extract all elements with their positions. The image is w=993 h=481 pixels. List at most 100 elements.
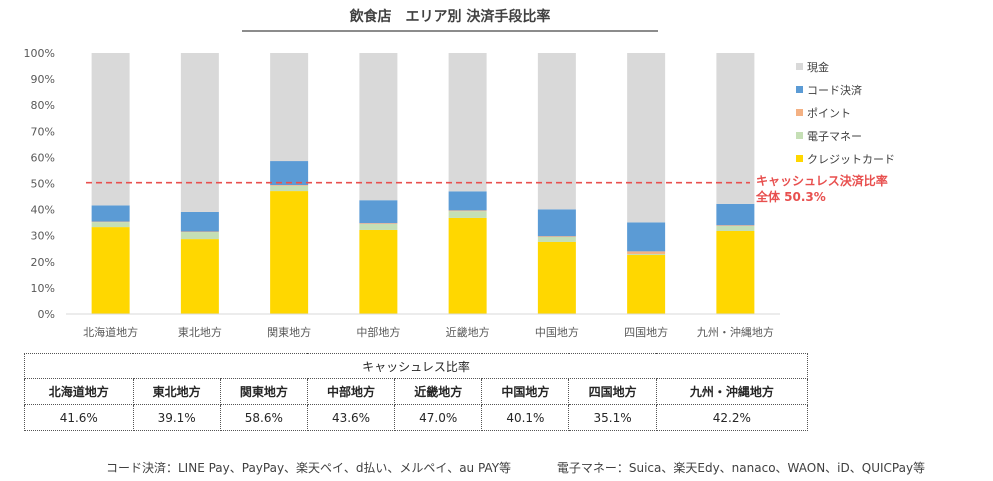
y-tick-label: 70% [31,125,55,138]
bar-segment [716,203,755,226]
bar-segment [180,232,219,240]
bar-segment [537,53,576,210]
table-header-cell: 四国地方 [568,378,657,405]
bar-segment [537,237,576,242]
table-header-cell: 九州・沖縄地方 [655,378,809,405]
bar-segment [91,227,130,314]
x-tick-label: 四国地方 [624,325,668,339]
y-tick-label: 0% [38,308,55,321]
bar-segment [716,226,755,232]
bar-segment [537,209,576,237]
x-tick-label: 近畿地方 [446,325,490,339]
bar-segment [270,191,309,314]
y-tick-label: 100% [24,47,55,60]
bar-segment [627,222,666,252]
x-tick-label: 中部地方 [356,325,400,339]
bar-segment [716,53,755,204]
bar-segment [359,223,398,230]
legend-label: コード決済 [807,83,862,97]
bar-segment [91,205,130,222]
title-underline [242,30,658,32]
bar-segment [537,236,576,238]
y-tick-label: 30% [31,230,55,243]
table-header-cell: 東北地方 [132,378,221,405]
table-cell: 35.1% [568,404,657,431]
annotation-line-1: キャッシュレス決済比率 [756,174,888,188]
legend-swatch [796,109,803,116]
bar-segment [627,255,666,314]
legend-label: 電子マネー [807,129,862,143]
y-tick-label: 60% [31,151,55,164]
table-header-cell: 中国地方 [481,378,570,405]
legend-item: クレジットカード [796,147,895,170]
y-tick-label: 20% [31,256,55,269]
bar-segment [270,185,309,186]
y-tick-label: 90% [31,73,55,86]
footnote-code-payment: コード決済：LINE Pay、PayPay、楽天ペイ、d払い、メルペイ、au P… [106,461,512,475]
bar-segment [180,239,219,314]
cashless-ratio-table: キャッシュレス比率 北海道地方 東北地方 関東地方 中部地方 近畿地方 中国地方 四国地方九… [24,353,809,431]
bar-segment [448,211,487,218]
bar-segment [180,53,219,212]
bar-segment [537,241,576,314]
bar-segment [448,217,487,314]
table-row: 41.6% 39.1% 58.6% 43.6% 47.0% 40.1% 35.1% 42.2% [24,404,809,431]
table-header-cell: 北海道地方 [24,378,134,405]
x-tick-label: 東北地方 [178,325,222,339]
legend-item: ポイント [796,101,895,124]
bar-segment [180,211,219,232]
cashless-annotation: キャッシュレス決済比率 全体 50.3% [756,173,888,205]
bar-segment [270,161,309,186]
legend-swatch [796,155,803,162]
stacked-bar-chart: 0% 10% 20% 30% 40% 50% 60% 70% 80% 90% 100% 北海道地方 東… [24,47,780,339]
bar-segment [91,53,130,206]
table-cell: 43.6% [306,404,396,431]
x-tick-label: 北海道地方 [83,325,138,339]
annotation-line-2: 全体 50.3% [756,190,826,204]
footnotes: コード決済：LINE Pay、PayPay、楽天ペイ、d払い、メルペイ、au P… [106,459,986,476]
x-tick-label: 九州・沖縄地方 [697,325,774,339]
bar-segment [448,53,487,192]
table-header-cell: 関東地方 [219,378,308,405]
legend-item: 電子マネー [796,124,895,147]
legend-swatch [796,63,803,70]
x-tick-label: 関東地方 [267,325,311,339]
legend-item: コード決済 [796,78,895,101]
bar-segment [627,53,666,223]
legend-label: 現金 [807,60,829,74]
y-tick-label: 50% [31,178,55,191]
table-cell: 39.1% [132,404,221,431]
bar-segment [627,251,666,254]
bar-segment [180,231,219,233]
x-tick-label: 中国地方 [535,325,579,339]
legend-label: ポイント [807,106,851,120]
table-header-cell: 近畿地方 [394,378,483,405]
chart-title: 飲食店 エリア別 決済手段比率 [349,9,551,25]
bar-segment [91,221,130,223]
legend-label: クレジットカード [807,152,895,166]
legend-swatch [796,86,803,93]
bar-segment [91,222,130,228]
bar-segment [359,229,398,314]
table-cell: 42.2% [655,404,809,431]
legend-item: 現金 [796,55,895,78]
table-cell: 58.6% [219,404,308,431]
table-header-row: 北海道地方 東北地方 関東地方 中部地方 近畿地方 中国地方 四国地方 九州・沖縄地方 [24,378,809,405]
y-tick-label: 80% [31,99,55,112]
bar-segment [359,200,398,224]
footnote-e-money: 電子マネー：Suica、楽天Edy、nanaco、WAON、iD、QUICPay… [556,461,926,475]
legend-swatch [796,132,803,139]
bar-segment [448,191,487,211]
bar-segment [448,210,487,212]
bar-segment [359,53,398,201]
bar-segment [716,225,755,227]
table-cell: 41.6% [24,404,134,431]
table-title: キャッシュレス比率 [24,353,808,379]
y-tick-label: 40% [31,204,55,217]
bar-segment [270,53,309,162]
table-header-cell: 中部地方 [306,378,396,405]
table-cell: 40.1% [481,404,570,431]
bar-segment [627,253,666,256]
bar-segment [359,223,398,224]
bar-segment [716,231,755,314]
